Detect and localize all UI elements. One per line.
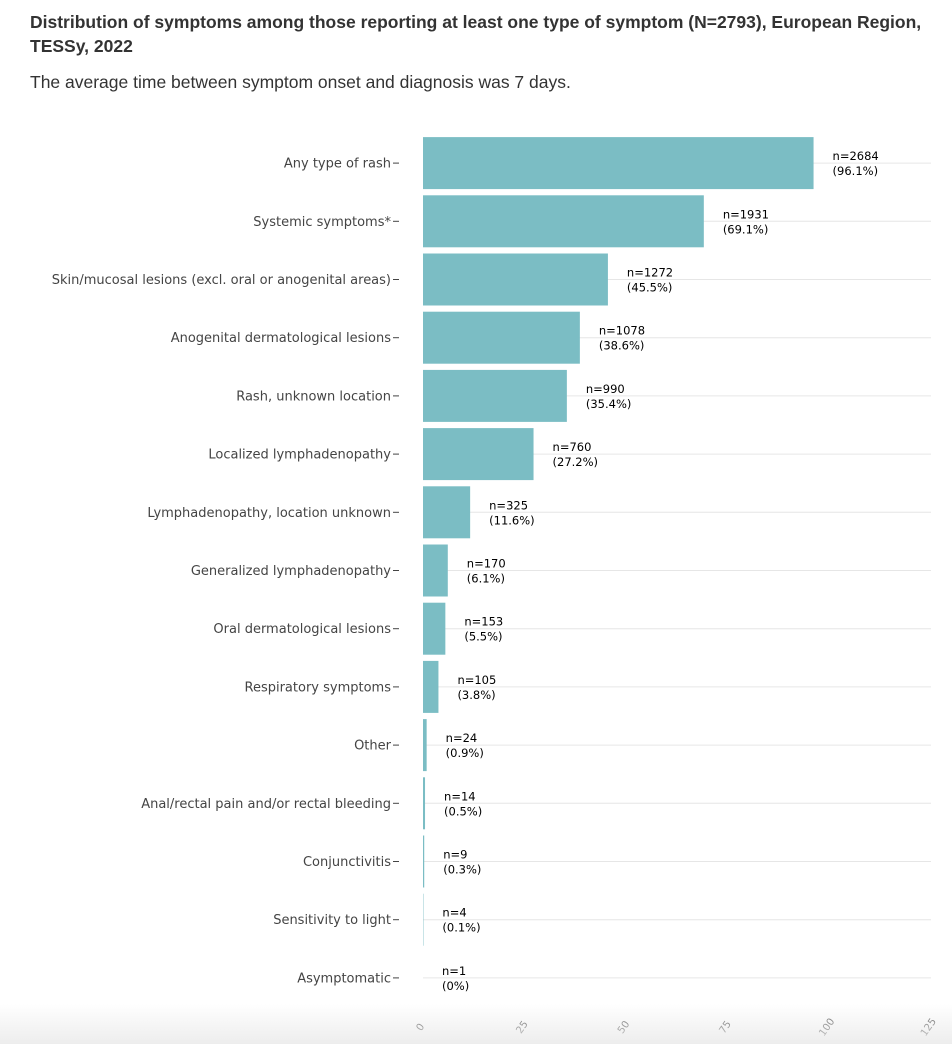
data-label-pct: (3.8%) — [457, 688, 495, 702]
bar — [423, 428, 534, 481]
chart-subtitle: The average time between symptom onset a… — [30, 72, 571, 92]
bar — [423, 719, 427, 772]
bar — [423, 835, 425, 888]
data-label-n: n=1078 — [599, 324, 645, 338]
data-label-pct: (0.1%) — [442, 921, 480, 935]
data-label-pct: (5.5%) — [464, 630, 502, 644]
category-label: Systemic symptoms* — [253, 215, 391, 230]
data-label-n: n=760 — [553, 440, 592, 454]
data-label-pct: (11.6%) — [489, 513, 535, 527]
data-label-pct: (45.5%) — [627, 281, 673, 295]
x-tick-label: 0 — [415, 1022, 428, 1034]
category-label: Asymptomatic — [297, 971, 391, 986]
category-label: Localized lymphadenopathy — [208, 448, 391, 463]
category-label: Generalized lymphadenopathy — [191, 564, 391, 579]
data-label-pct: (96.1%) — [833, 164, 879, 178]
category-label: Any type of rash — [284, 157, 391, 172]
category-label: Sensitivity to light — [273, 913, 391, 928]
data-label-n: n=9 — [443, 848, 467, 862]
data-label-n: n=14 — [444, 789, 476, 803]
data-label-pct: (38.6%) — [599, 339, 645, 353]
data-label-n: n=1931 — [723, 207, 769, 221]
x-tick-label: 125 — [919, 1017, 939, 1039]
x-tick-label: 75 — [718, 1019, 734, 1036]
category-label: Rash, unknown location — [236, 389, 391, 404]
data-label-n: n=990 — [586, 382, 625, 396]
category-label: Anal/rectal pain and/or rectal bleeding — [141, 797, 391, 812]
bar — [423, 369, 567, 422]
data-label-pct: (35.4%) — [586, 397, 632, 411]
bar — [423, 311, 580, 364]
bar — [423, 602, 446, 655]
bar — [423, 660, 439, 713]
data-label-pct: (69.1%) — [723, 222, 769, 236]
category-label: Oral dermatological lesions — [213, 622, 391, 637]
data-label-n: n=170 — [467, 557, 506, 571]
category-label: Other — [354, 739, 392, 754]
data-label-pct: (0.9%) — [446, 746, 484, 760]
data-label-n: n=1272 — [627, 266, 673, 280]
bar — [423, 486, 471, 539]
bar — [423, 195, 704, 248]
data-label-pct: (0.3%) — [443, 863, 481, 877]
data-label-pct: (6.1%) — [467, 572, 505, 586]
category-label: Lymphadenopathy, location unknown — [147, 506, 391, 521]
data-label-n: n=24 — [446, 731, 478, 745]
data-label-n: n=153 — [464, 615, 503, 629]
category-label: Respiratory symptoms — [245, 680, 392, 695]
bar — [423, 253, 608, 306]
x-tick-label: 100 — [817, 1017, 837, 1039]
data-label-n: n=2684 — [833, 149, 879, 163]
category-label: Conjunctivitis — [303, 855, 391, 870]
data-label-pct: (27.2%) — [553, 455, 599, 469]
x-tick-label: 25 — [514, 1019, 530, 1036]
data-label-pct: (0.5%) — [444, 804, 482, 818]
data-label-n: n=105 — [457, 673, 496, 687]
data-label-n: n=1 — [442, 964, 466, 978]
data-label-pct: (0%) — [442, 979, 469, 993]
bar — [423, 544, 448, 597]
data-label-n: n=325 — [489, 498, 528, 512]
bar — [423, 137, 814, 190]
category-label: Skin/mucosal lesions (excl. oral or anog… — [52, 273, 391, 288]
bar — [423, 777, 426, 830]
x-tick-label: 50 — [616, 1019, 632, 1036]
chart-title: Distribution of symptoms among those rep… — [30, 12, 922, 56]
category-label: Anogenital dermatological lesions — [171, 331, 392, 346]
data-label-n: n=4 — [442, 906, 466, 920]
